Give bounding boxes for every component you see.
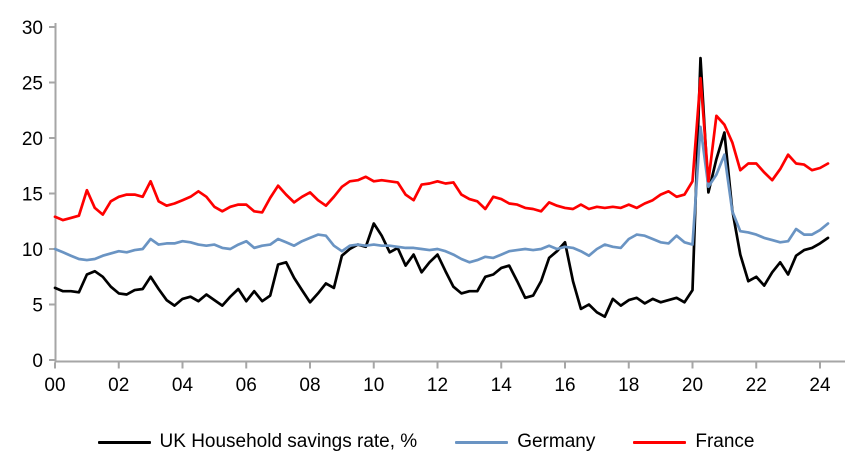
legend-item-france: France [633, 431, 754, 453]
x-tick-label: 08 [299, 375, 320, 396]
y-tick-label: 20 [22, 129, 43, 150]
y-tick-label: 0 [32, 351, 43, 372]
x-tick-label: 10 [363, 375, 384, 396]
y-tick-label: 5 [32, 296, 43, 317]
y-tick-label: 25 [22, 74, 43, 95]
x-tick-label: 12 [427, 375, 448, 396]
x-tick-label: 20 [682, 375, 703, 396]
x-tick-label: 18 [618, 375, 639, 396]
x-tick-label: 00 [44, 375, 65, 396]
legend-item-germany: Germany [455, 431, 595, 453]
legend-item-uk: UK Household savings rate, % [97, 431, 418, 453]
x-tick-label: 06 [236, 375, 257, 396]
france-line-swatch [633, 440, 687, 444]
savings-rate-line-chart: 0 5 10 15 20 25 30 00 02 04 06 08 10 12 14 16 18 20 22 24 [22, 18, 845, 396]
x-tick-label: 22 [746, 375, 767, 396]
x-tick-label: 14 [491, 375, 513, 396]
y-tick-label: 30 [22, 18, 43, 39]
y-tick-label: 10 [22, 240, 43, 261]
france-legend-label: France [695, 431, 755, 452]
series-line-0 [53, 56, 830, 319]
chart-legend: UK Household savings rate, % Germany Fra… [0, 408, 852, 476]
germany-legend-label: Germany [517, 431, 596, 452]
x-tick-label: 02 [108, 375, 129, 396]
x-tick-label: 04 [172, 375, 194, 396]
x-tick-label: 16 [554, 375, 575, 396]
y-tick-label: 15 [22, 185, 43, 206]
uk-line-swatch [97, 440, 151, 444]
series-line-2 [53, 76, 830, 222]
uk-legend-label: UK Household savings rate, % [159, 431, 418, 452]
germany-line-swatch [455, 440, 509, 444]
series-line-1 [53, 125, 830, 264]
x-tick-label: 24 [809, 375, 831, 396]
